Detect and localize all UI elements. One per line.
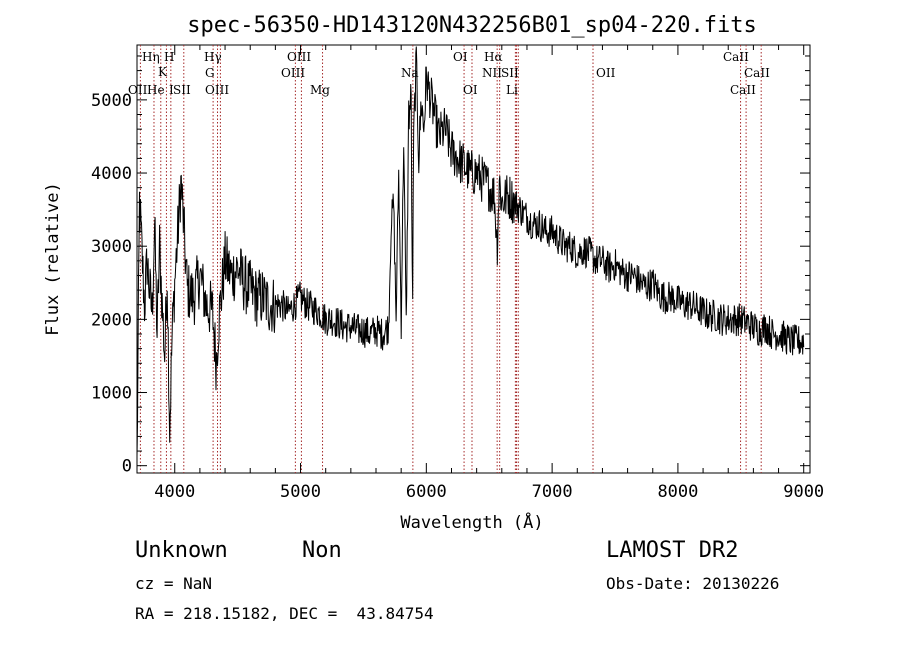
x-tick-label: 6000 bbox=[406, 482, 447, 502]
line-label: I bbox=[169, 83, 174, 97]
line-label: OII bbox=[128, 83, 148, 97]
line-label: CaII bbox=[730, 83, 756, 97]
line-label: K bbox=[158, 65, 168, 79]
line-label: OI bbox=[453, 50, 468, 64]
line-label: CaII bbox=[744, 66, 770, 80]
line-label: OIII bbox=[205, 83, 229, 97]
line-label: OIII bbox=[287, 50, 311, 64]
line-label: OIII bbox=[281, 66, 305, 80]
coordinates-text: RA = 218.15182, DEC = 43.84754 bbox=[135, 604, 434, 623]
plot-frame bbox=[136, 44, 811, 474]
redshift-text: cz = NaN bbox=[135, 574, 213, 593]
line-label: Hγ bbox=[204, 50, 222, 64]
emission-line-labels: OII Hη He I HK SII Hγ G OIII OIII OIII Mg Na OI OI Hα NI… bbox=[128, 50, 770, 97]
line-label: CaII bbox=[723, 50, 749, 64]
spectrum-line bbox=[136, 46, 805, 457]
line-label: Mg bbox=[310, 83, 330, 97]
x-tick-label: 9000 bbox=[783, 482, 824, 502]
y-axis-label: Flux (relative) bbox=[43, 182, 63, 336]
y-tick-label: 5000 bbox=[91, 91, 132, 111]
line-label: Li bbox=[506, 83, 518, 97]
x-tick-label: 4000 bbox=[154, 482, 195, 502]
line-label: H bbox=[164, 50, 174, 64]
y-tick-label: 2000 bbox=[91, 310, 132, 330]
y-tick-label: 3000 bbox=[91, 237, 132, 257]
object-class: Unknown bbox=[135, 538, 228, 563]
y-tick-label: 0 bbox=[122, 457, 132, 477]
object-subclass: Non bbox=[302, 538, 342, 563]
line-label: Hα bbox=[484, 50, 503, 64]
x-tick-label: 8000 bbox=[657, 482, 698, 502]
line-label: Hη bbox=[142, 50, 160, 64]
y-tick-label: 4000 bbox=[91, 164, 132, 184]
line-label: SII bbox=[173, 83, 191, 97]
line-label: G bbox=[205, 66, 215, 80]
line-label: Na bbox=[401, 66, 419, 80]
line-label: NII bbox=[482, 66, 502, 80]
x-tick-label: 5000 bbox=[280, 482, 321, 502]
line-label: OII bbox=[596, 66, 616, 80]
y-axis-ticks: 0 1000 2000 3000 4000 5000 bbox=[91, 55, 810, 477]
chart-title: spec-56350-HD143120N432256B01_sp04-220.f… bbox=[187, 13, 757, 38]
line-label: SII bbox=[501, 66, 519, 80]
line-label: He bbox=[147, 83, 165, 97]
x-axis-label: Wavelength (Å) bbox=[400, 511, 543, 533]
x-axis-ticks: 4000 5000 6000 7000 8000 9000 bbox=[154, 45, 824, 502]
obs-date-text: Obs-Date: 20130226 bbox=[606, 574, 780, 593]
x-tick-label: 7000 bbox=[532, 482, 573, 502]
y-tick-label: 1000 bbox=[91, 384, 132, 404]
survey-name: LAMOST DR2 bbox=[606, 538, 739, 563]
line-label: OI bbox=[463, 83, 478, 97]
